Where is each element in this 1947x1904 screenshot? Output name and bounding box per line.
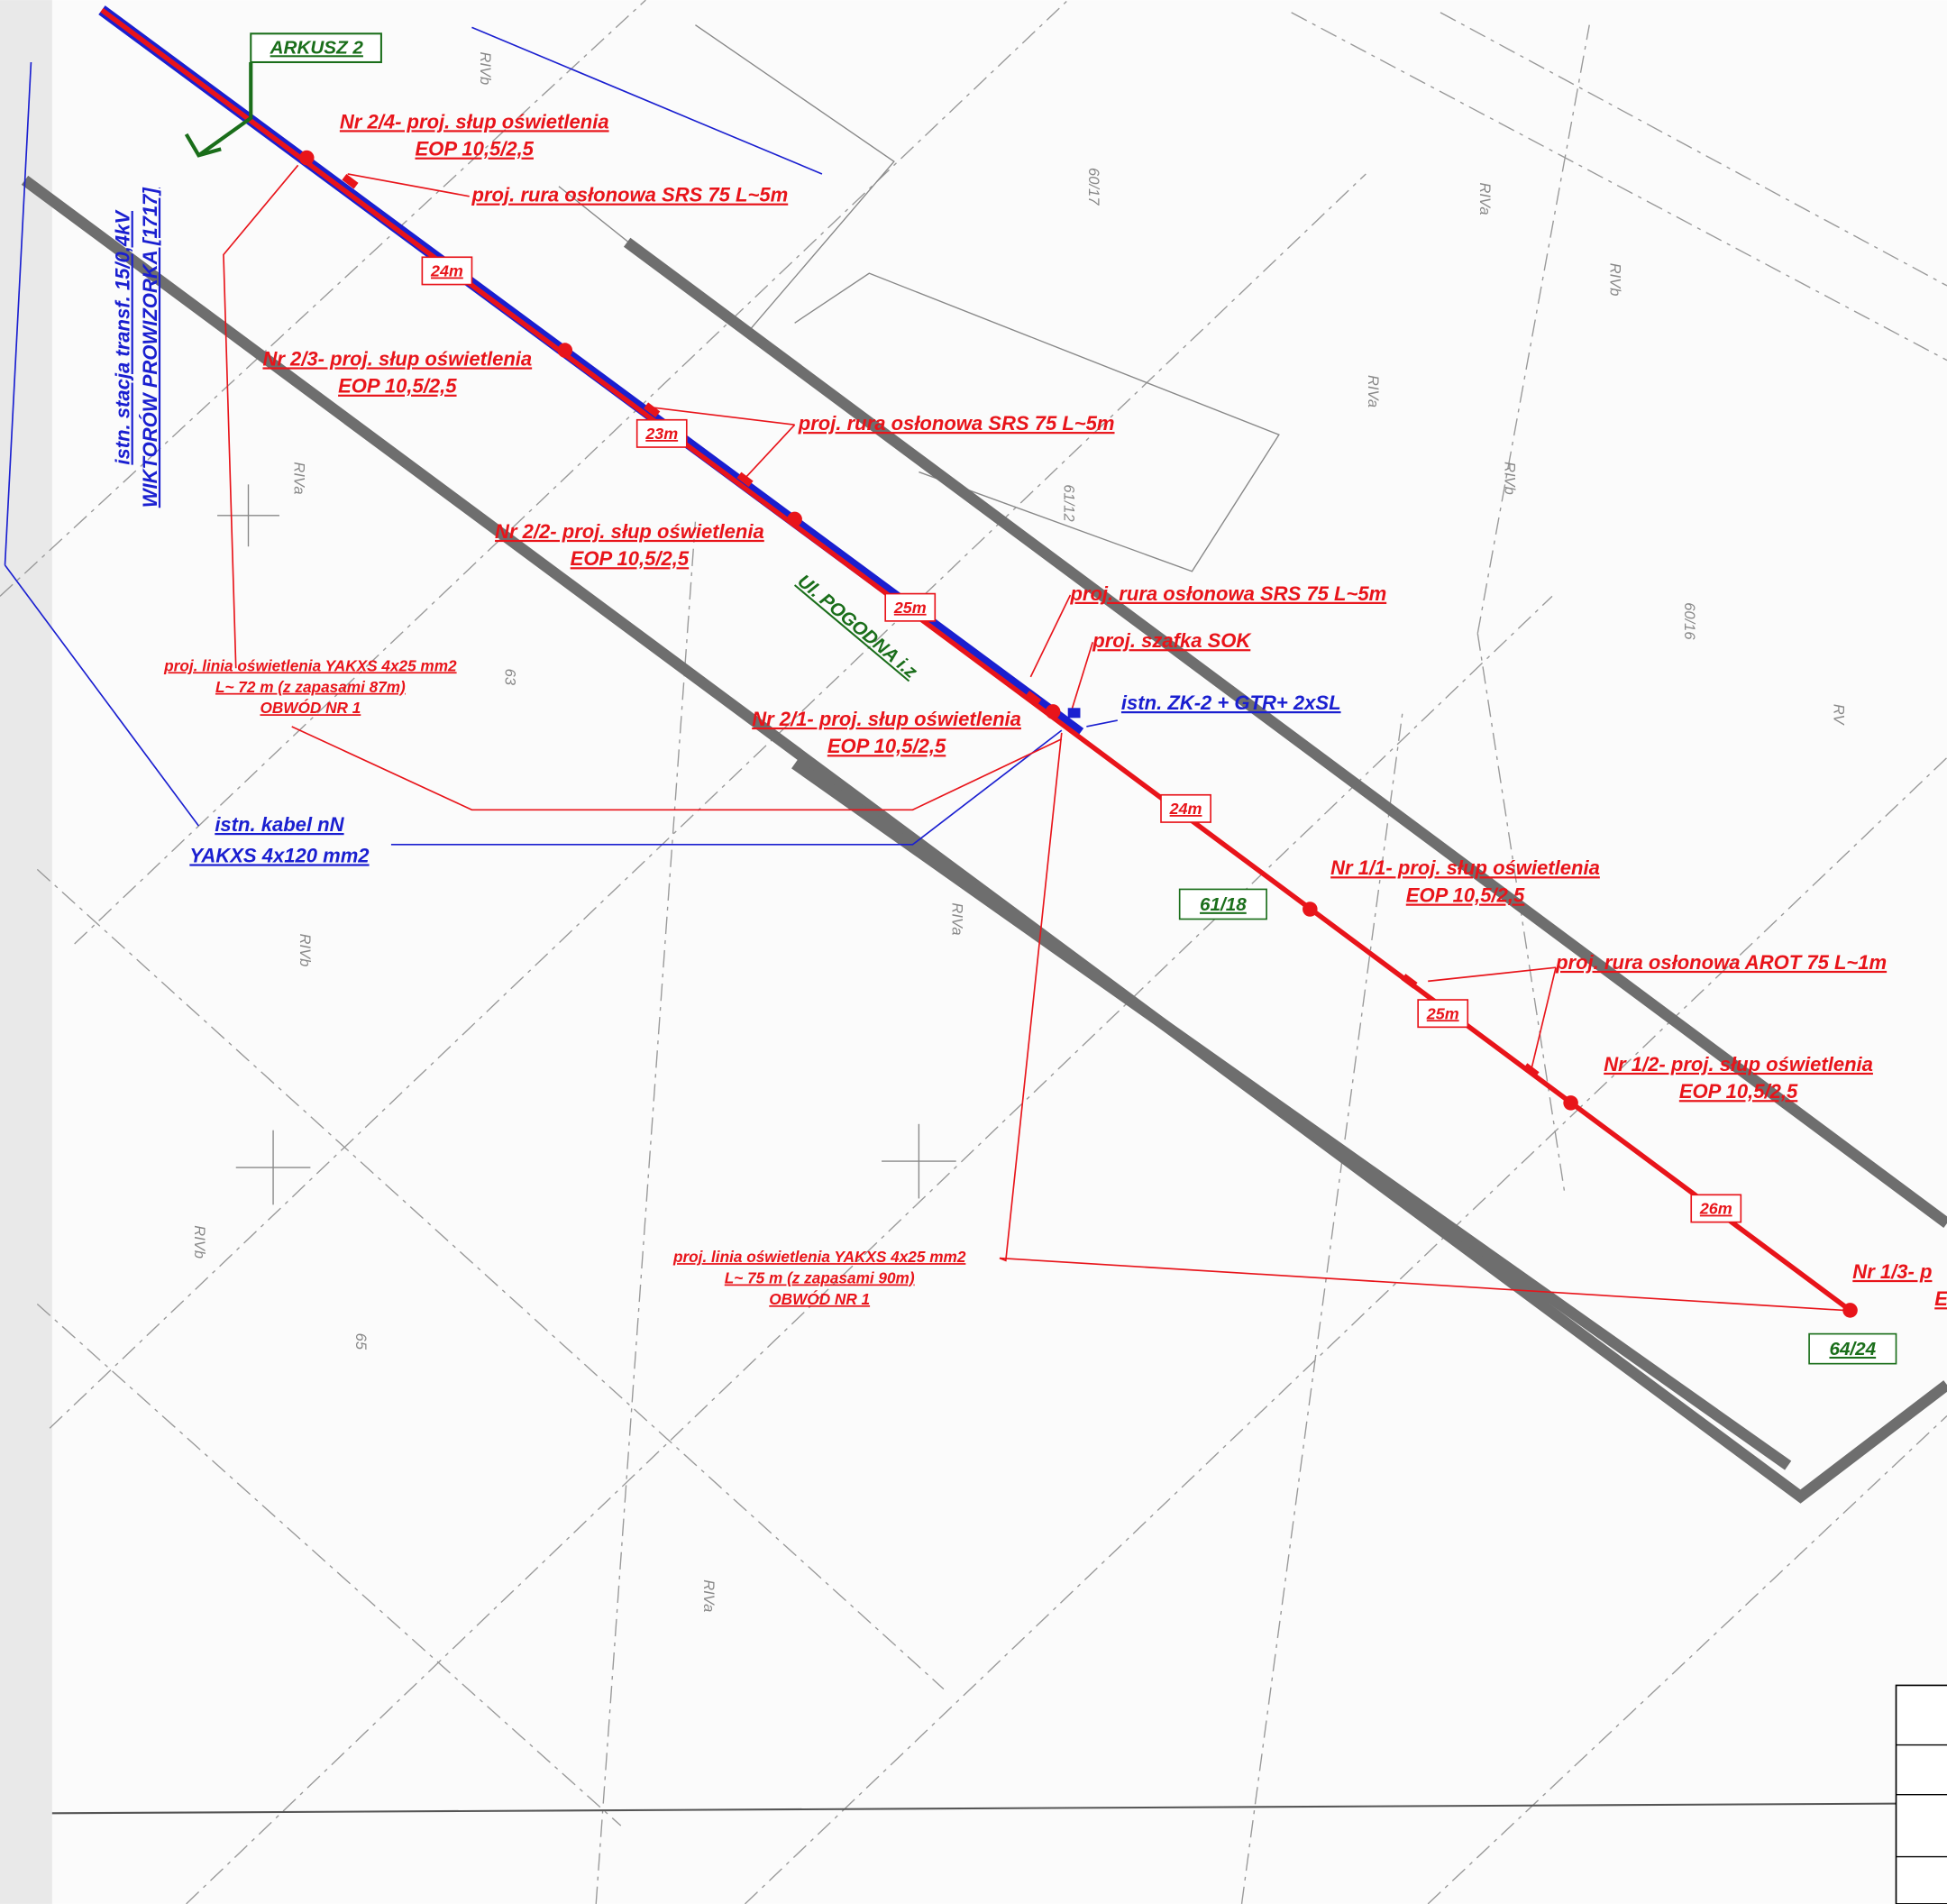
- segment-box: [884, 592, 937, 622]
- lighting-line-label: OBWÓD NR 1: [769, 1290, 870, 1308]
- pole-type: EOP 10,5/2,5: [1406, 884, 1525, 907]
- pole-name: Nr 2/4- proj. słup oświetlenia: [340, 110, 609, 133]
- pole-dot: [1303, 902, 1318, 917]
- existing-box-label: istn. ZK-2 + GTR+ 2xSL: [1121, 691, 1341, 714]
- pole-type: EOP 10,5/2,5: [571, 547, 690, 570]
- map-label: 60/16: [1681, 602, 1698, 640]
- pole-name: Nr 2/2- proj. słup oświetlenia: [495, 520, 764, 543]
- pole-type: EOP 10,5/2,5: [338, 375, 457, 398]
- cabinet-mark: [1067, 708, 1081, 719]
- sheet-link-box: [250, 32, 382, 64]
- lighting-line-label: L~ 75 m (z zapasami 90m): [725, 1269, 915, 1287]
- pipe-mark: [644, 402, 661, 417]
- pole-dot: [787, 511, 802, 527]
- pole-name: Nr 1/3- p: [1852, 1260, 1932, 1283]
- pole-type: EOP 10,5/2,5: [827, 735, 946, 757]
- pole-name: Nr 2/3- proj. słup oświetlenia: [262, 347, 532, 370]
- sheet-link: ARKUSZ 2: [270, 37, 364, 58]
- title-block-rows: [1896, 1744, 1947, 1858]
- segment-length: 24m: [1169, 800, 1202, 818]
- map-label: RIVb: [1606, 263, 1623, 297]
- segment-box: [1160, 793, 1211, 823]
- segment-length: 24m: [430, 262, 463, 280]
- map-label: RIVb: [1501, 462, 1518, 495]
- map-label: RIVb: [297, 934, 314, 967]
- map-label: RIVa: [290, 462, 307, 494]
- parcel-number: 61/18: [1200, 894, 1247, 915]
- map-label: RIVa: [700, 1579, 718, 1612]
- lighting-line-route: [100, 7, 1852, 1313]
- pipe-mark: [1401, 974, 1418, 989]
- sheet-frame-line: [51, 1802, 1947, 1815]
- pipe-mark: [736, 471, 754, 488]
- pipe-mark: [1025, 691, 1042, 706]
- segment-box: [421, 256, 473, 286]
- map-label: 63: [501, 669, 518, 686]
- segment-box: [1690, 1194, 1742, 1223]
- red-leaders: [223, 164, 1844, 1312]
- segment-length: 25m: [1426, 1004, 1459, 1022]
- scan-edge: [0, 0, 52, 1904]
- station-label: istn. stacja transf. 15/0,4kV: [112, 209, 134, 465]
- blue-leaders: [4, 26, 1118, 846]
- pipe-mark: [1522, 1063, 1540, 1078]
- map-label: RIVb: [191, 1225, 208, 1259]
- pole-dot: [557, 343, 573, 358]
- segment-box: [635, 418, 688, 448]
- cabinet-label: proj. szafka SOK: [1092, 629, 1252, 652]
- parcel-box: [1808, 1332, 1897, 1365]
- map-label: 61/12: [1060, 484, 1077, 521]
- pole-dot: [1045, 704, 1061, 719]
- map-label: RIVa: [1365, 375, 1382, 407]
- pole-type: E: [1934, 1287, 1947, 1310]
- existing-cable-label: YAKXS 4x120 mm2: [189, 844, 370, 866]
- existing-cable-label: istn. kabel nN: [215, 813, 344, 836]
- map-label: RV: [1830, 704, 1847, 727]
- segment-length: 26m: [1699, 1200, 1732, 1218]
- lighting-line-label: L~ 72 m (z zapasami 87m): [215, 678, 406, 696]
- map-label: 60/17: [1085, 168, 1102, 206]
- pole-type: EOP 10,5/2,5: [415, 138, 534, 160]
- pole-name: Nr 2/1- proj. słup oświetlenia: [752, 708, 1021, 730]
- station-label: WIKTORÓW PROWIZORKA [1717]: [139, 188, 161, 508]
- road-edges: [21, 175, 1947, 1504]
- segment-box: [1417, 999, 1469, 1029]
- map-label: RIVa: [948, 902, 965, 935]
- map-label: RIVb: [477, 52, 494, 86]
- lighting-line-label: proj. linia oświetlenia YAKXS 4x25 mm2: [672, 1248, 966, 1266]
- parcel-number: 64/24: [1829, 1339, 1876, 1359]
- pipe-label: proj. rura osłonowa SRS 75 L~5m: [471, 184, 788, 206]
- pole-dot: [1563, 1095, 1578, 1111]
- segment-length: 25m: [893, 599, 927, 617]
- pole-dot: [298, 150, 315, 166]
- pipe-label: proj. rura osłonowa SRS 75 L~5m: [1069, 582, 1386, 605]
- lighting-line-label: OBWÓD NR 1: [260, 699, 361, 717]
- pipe-label: proj. rura osłonowa AROT 75 L~1m: [1555, 951, 1887, 974]
- pipe-mark: [342, 173, 359, 189]
- pipe-label: proj. rura osłonowa SRS 75 L~5m: [798, 412, 1115, 435]
- parcel-box: [1178, 888, 1267, 920]
- map-label: RIVa: [1476, 182, 1494, 215]
- segment-length: 23m: [644, 425, 678, 443]
- pole-type: EOP 10,5/2,5: [1679, 1080, 1798, 1103]
- pole-name: Nr 1/1- proj. słup oświetlenia: [1330, 856, 1600, 879]
- map-label: 65: [352, 1333, 370, 1350]
- sheet-arrow: [184, 61, 253, 158]
- pole-name: Nr 1/2- proj. słup oświetlenia: [1604, 1053, 1873, 1076]
- lighting-line-label: proj. linia oświetlenia YAKXS 4x25 mm2: [163, 656, 457, 674]
- pole-dot: [1842, 1303, 1858, 1318]
